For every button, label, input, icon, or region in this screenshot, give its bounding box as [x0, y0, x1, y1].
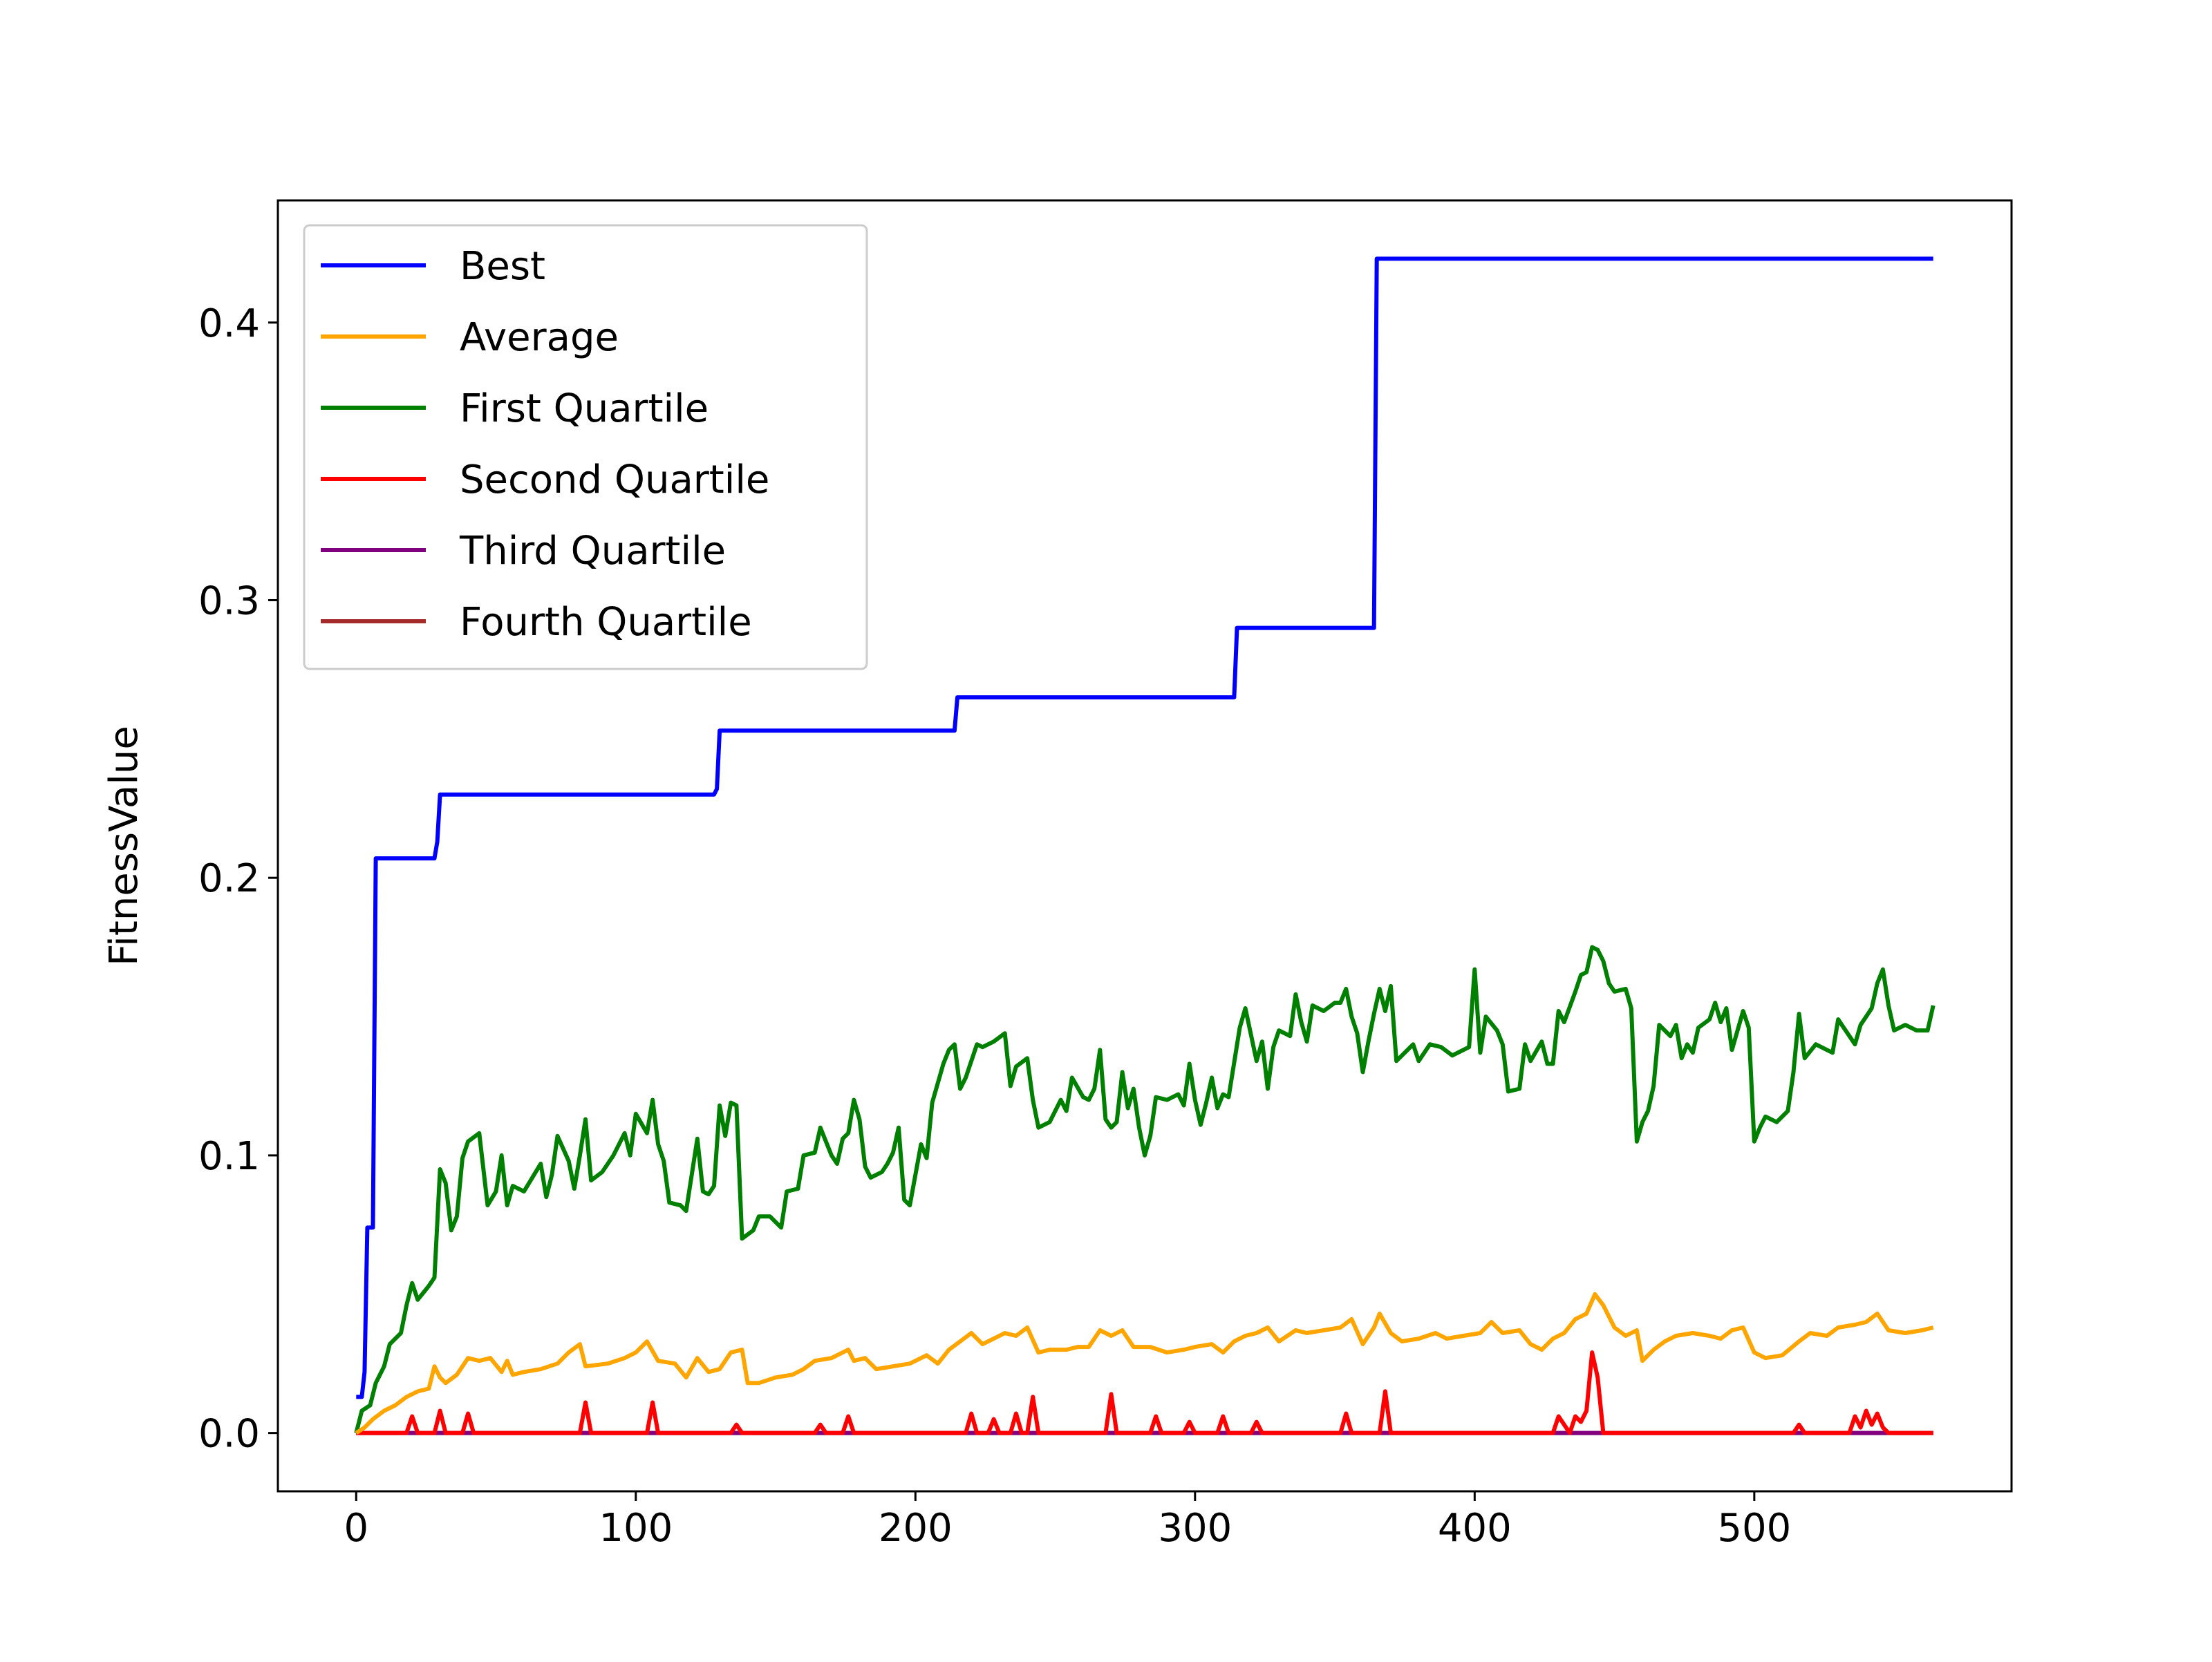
y-tick-label: 0.1 — [198, 1134, 260, 1179]
series-layer — [354, 256, 1936, 1435]
legend-label-5: Fourth Quartile — [460, 600, 752, 645]
series-line-2 — [354, 945, 1936, 1434]
axes-layer: 0 100 200 300 400 500 0.0 0.1 0.2 0.3 0.4 — [198, 301, 1791, 1551]
legend-label-0: Best — [460, 244, 545, 289]
legend-box — [303, 224, 868, 670]
legend-label-4: Third Quartile — [459, 529, 726, 574]
legend-label-1: Average — [460, 315, 619, 360]
y-tick-label: 0.2 — [198, 856, 260, 901]
series-line-0 — [356, 256, 1933, 1399]
legend-items: Best Average First Quartile Second Quartile… — [321, 244, 769, 645]
x-tick-label: 300 — [1158, 1506, 1232, 1551]
x-tick-label: 200 — [879, 1506, 953, 1551]
plot-frame — [276, 199, 2013, 1493]
x-tick-label: 400 — [1438, 1506, 1512, 1551]
series-line-1 — [355, 1292, 1934, 1435]
legend: Best Average First Quartile Second Quartile… — [303, 224, 868, 670]
legend-label-2: First Quartile — [460, 386, 709, 431]
x-tick-label: 500 — [1717, 1506, 1791, 1551]
y-axis-label: FitnessValue — [102, 726, 147, 966]
x-tick-label: 0 — [344, 1506, 368, 1551]
y-tick-label: 0.4 — [198, 301, 260, 346]
y-tick-label: 0.3 — [198, 578, 260, 623]
y-tick-label: 0.0 — [198, 1412, 260, 1457]
x-tick-label: 100 — [599, 1506, 673, 1551]
legend-label-3: Second Quartile — [460, 457, 769, 502]
series-line-3 — [356, 1350, 1933, 1435]
